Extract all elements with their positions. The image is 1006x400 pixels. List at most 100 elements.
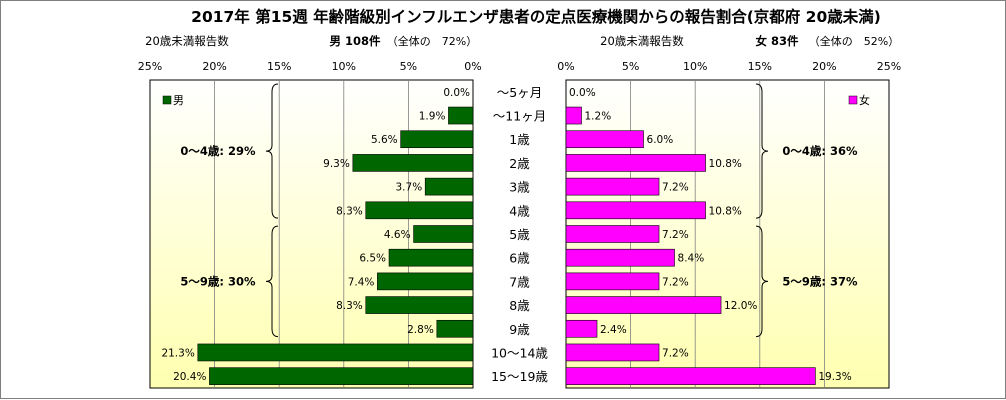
age-category-label: ～5ヶ月	[497, 85, 542, 100]
male-bar	[448, 106, 474, 125]
male-bar	[365, 296, 474, 314]
male-value-label: 7.4%	[348, 276, 375, 288]
female-bars: 0.0% 1.2% 6.0% 10.8% 7.2% 10.8% 7.2% 8.4% 7.2% 12…	[565, 87, 852, 385]
female-group-brace	[755, 83, 769, 219]
female-bar	[565, 130, 644, 149]
female-summary-share: （全体の 52%）	[809, 34, 899, 48]
female-tick-label: 0%	[557, 60, 574, 73]
age-category-label: 10～14歳	[491, 345, 548, 360]
male-value-label: 3.7%	[396, 182, 423, 194]
age-category-label: 1歳	[509, 132, 530, 147]
female-bar	[565, 248, 675, 267]
female-value-label: 0.0%	[569, 87, 596, 99]
female-bar	[565, 177, 660, 196]
female-group-label: 0～4歳: 36%	[782, 144, 858, 158]
male-legend-label: 男	[173, 94, 184, 107]
female-group-brace	[755, 225, 769, 338]
age-category-labels: ～5ヶ月 ～11ヶ月 1歳 2歳 3歳 4歳 5歳 6歳 7歳 8歳 9歳 10～14歳 15～19歳	[491, 85, 548, 384]
female-value-label: 19.3%	[818, 371, 851, 383]
male-value-label: 0.0%	[443, 87, 470, 99]
male-value-label: 8.3%	[336, 300, 363, 312]
male-value-label: 20.4%	[173, 371, 206, 383]
female-value-label: 7.2%	[662, 229, 689, 241]
male-bar	[436, 319, 474, 338]
male-tick-label: 0%	[464, 60, 481, 73]
female-tick-label: 15%	[748, 60, 772, 73]
age-category-label: 5歳	[509, 227, 530, 242]
male-bar	[424, 177, 474, 196]
age-group-brackets: 0～4歳: 29% 5～9歳: 30% 0～4歳: 36% 5～9歳: 37%	[180, 83, 858, 338]
female-group-label: 5～9歳: 37%	[782, 274, 858, 288]
female-value-label: 8.4%	[678, 253, 705, 265]
female-axis-caption: 20歳未満報告数	[600, 34, 684, 48]
female-bar	[565, 225, 660, 243]
male-value-label: 21.3%	[161, 347, 194, 359]
male-group-brace	[265, 83, 279, 219]
female-tick-label: 25%	[877, 60, 901, 73]
age-category-label: 4歳	[509, 203, 530, 218]
male-bar	[413, 225, 474, 243]
female-bar	[565, 154, 706, 172]
female-value-label: 7.2%	[662, 276, 689, 288]
male-group-brace	[265, 225, 279, 338]
female-value-label: 7.2%	[662, 347, 689, 359]
male-tick-label: 20%	[202, 60, 226, 73]
female-bar	[565, 106, 582, 125]
age-category-label: ～11ヶ月	[493, 109, 546, 124]
male-tick-label: 5%	[400, 60, 417, 73]
female-bar	[565, 201, 706, 220]
female-legend-swatch	[848, 95, 858, 105]
age-category-label: 3歳	[509, 180, 530, 195]
male-value-label: 9.3%	[323, 158, 350, 170]
male-value-label: 1.9%	[419, 111, 446, 123]
male-bar	[377, 272, 474, 291]
female-value-label: 7.2%	[662, 182, 689, 194]
female-summary-count: 女 83件	[755, 34, 799, 48]
male-tick-label: 15%	[267, 60, 291, 73]
female-tick-labels: 0% 5% 10% 15% 20% 25%	[557, 60, 901, 73]
female-value-label: 1.2%	[585, 111, 612, 123]
male-legend-swatch	[162, 95, 172, 105]
female-bar	[565, 272, 660, 291]
female-bar	[565, 367, 816, 385]
male-bars: 0.0% 1.9% 5.6% 9.3% 3.7% 8.3% 4.6% 6.5% 7.4% 8.3%…	[161, 87, 474, 385]
male-bar	[365, 201, 474, 220]
female-value-label: 6.0%	[647, 134, 674, 146]
female-bar	[565, 296, 722, 314]
age-category-label: 9歳	[509, 322, 530, 337]
male-tick-label: 10%	[332, 60, 356, 73]
female-legend-label: 女	[859, 93, 870, 107]
male-axis-caption: 20歳未満報告数	[145, 34, 229, 48]
female-tick-label: 10%	[683, 60, 707, 73]
male-tick-labels: 25% 20% 15% 10% 5% 0%	[138, 60, 482, 73]
male-value-label: 5.6%	[371, 134, 398, 146]
male-tick-label: 25%	[138, 60, 162, 73]
female-bar	[565, 319, 598, 338]
chart-title: 2017年 第15週 年齢階級別インフルエンザ患者の定点医療機関からの報告割合(…	[191, 7, 881, 26]
female-value-label: 10.8%	[709, 158, 742, 170]
male-group-label: 5～9歳: 30%	[180, 274, 256, 288]
female-tick-label: 20%	[812, 60, 836, 73]
male-group-label: 0～4歳: 29%	[180, 144, 256, 158]
male-summary-count: 男 108件	[329, 34, 381, 48]
male-bar	[209, 367, 474, 385]
male-value-label: 4.6%	[384, 229, 411, 241]
male-bar	[400, 130, 474, 149]
age-category-label: 2歳	[509, 156, 530, 171]
male-value-label: 2.8%	[407, 324, 434, 336]
female-value-label: 2.4%	[600, 324, 627, 336]
male-bar	[352, 154, 474, 172]
male-bar	[388, 248, 474, 267]
male-value-label: 6.5%	[359, 253, 386, 265]
female-tick-label: 5%	[622, 60, 639, 73]
male-summary-share: （全体の 72%）	[387, 34, 477, 48]
age-category-label: 8歳	[509, 298, 530, 313]
female-value-label: 12.0%	[724, 300, 757, 312]
age-category-label: 7歳	[509, 274, 530, 289]
male-bar	[197, 343, 474, 362]
age-category-label: 15～19歳	[491, 369, 548, 384]
age-category-label: 6歳	[509, 251, 530, 266]
male-value-label: 8.3%	[336, 205, 363, 217]
female-bar	[565, 343, 660, 362]
